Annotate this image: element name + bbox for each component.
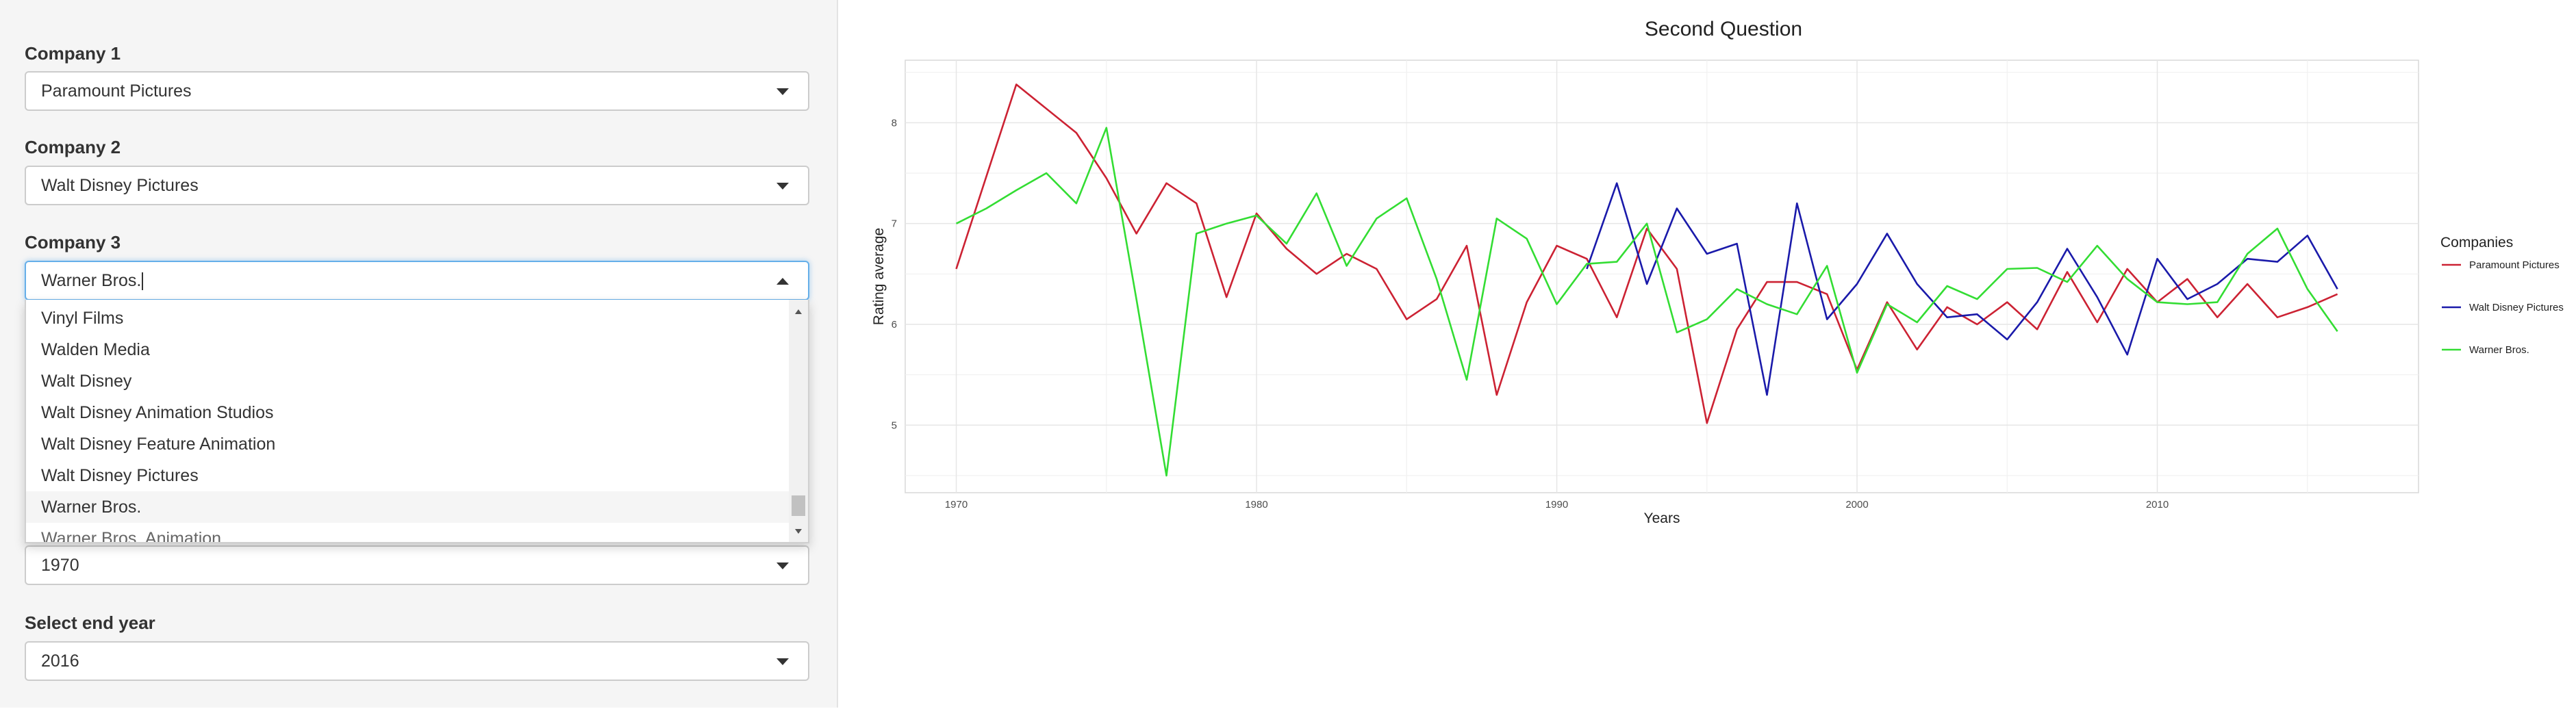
company3-dropdown-menu: Vinyl Films Walden Media Walt Disney Walt D… xyxy=(25,300,809,543)
company3-value: Warner Bros. xyxy=(41,271,142,290)
chevron-down-icon xyxy=(776,88,789,95)
series-line xyxy=(1586,182,2338,396)
company1-select[interactable]: Paramount Pictures xyxy=(25,71,809,111)
company2-value: Walt Disney Pictures xyxy=(41,176,199,195)
x-tick-label: 2000 xyxy=(1845,499,1868,510)
dropdown-option[interactable]: Vinyl Films xyxy=(41,309,124,328)
y-tick-label: 7 xyxy=(892,218,897,230)
dropdown-option[interactable]: Walt Disney xyxy=(41,372,132,391)
company3-select[interactable]: Warner Bros. xyxy=(25,261,809,300)
legend-label: Paramount Pictures xyxy=(2469,259,2560,271)
end-year-select[interactable]: 2016 xyxy=(25,641,809,681)
dropdown-option[interactable]: Warner Bros. xyxy=(26,491,792,523)
chevron-down-icon xyxy=(776,183,789,190)
end-year-label: Select end year xyxy=(25,612,155,633)
company1-value: Paramount Pictures xyxy=(41,81,192,101)
dropdown-option[interactable]: Walt Disney Pictures xyxy=(41,466,199,485)
sidebar-panel: Company 1 Paramount Pictures Company 2 W… xyxy=(0,0,838,708)
scrollbar-thumb[interactable] xyxy=(792,495,805,516)
text-cursor xyxy=(142,272,144,291)
legend: Paramount Pictures Walt Disney Pictures Wa… xyxy=(2442,259,2564,356)
y-tick-label: 8 xyxy=(892,117,897,129)
chevron-up-icon xyxy=(776,278,789,285)
legend-label: Warner Bros. xyxy=(2469,344,2529,356)
series-lines xyxy=(955,83,2338,477)
legend-title: Companies xyxy=(2440,235,2513,250)
dropdown-option[interactable]: Walt Disney Animation Studios xyxy=(41,403,274,422)
series-line xyxy=(955,127,2338,477)
company2-select[interactable]: Walt Disney Pictures xyxy=(25,166,809,205)
scroll-down-arrow-icon[interactable] xyxy=(795,529,802,534)
scroll-up-arrow-icon[interactable] xyxy=(795,309,802,314)
company2-label: Company 2 xyxy=(25,137,121,157)
x-tick-label: 1970 xyxy=(945,499,968,510)
company3-label: Company 3 xyxy=(25,232,121,253)
series-line xyxy=(955,83,2338,424)
y-tick-labels: 5 6 7 8 xyxy=(892,117,897,431)
dropdown-scrollbar[interactable] xyxy=(789,300,808,542)
y-axis-label: Rating average xyxy=(871,228,887,325)
y-tick-label: 6 xyxy=(892,319,897,331)
x-tick-label: 1980 xyxy=(1245,499,1267,510)
dropdown-option[interactable]: Walden Media xyxy=(41,340,150,359)
start-year-value: 1970 xyxy=(41,556,79,575)
x-tick-labels: 1970 1980 1990 2000 2010 xyxy=(945,499,2169,510)
end-year-value: 2016 xyxy=(41,651,79,671)
dropdown-option[interactable]: Warner Bros. Animation xyxy=(41,529,222,543)
chart-title: Second Question xyxy=(1645,18,1802,40)
chart-panel: Second Question 1970 1980 1990 2000 2010 5 6 7… xyxy=(837,0,2576,708)
chevron-down-icon xyxy=(776,563,789,569)
y-tick-label: 5 xyxy=(892,419,897,431)
x-axis-label: Years xyxy=(1644,510,1680,526)
dropdown-option[interactable]: Walt Disney Feature Animation xyxy=(41,435,276,454)
line-chart: Second Question 1970 1980 1990 2000 2010 5 6 7… xyxy=(871,18,2564,526)
x-tick-label: 1990 xyxy=(1545,499,1568,510)
start-year-select[interactable]: 1970 xyxy=(25,545,809,585)
x-tick-label: 2010 xyxy=(2146,499,2169,510)
chevron-down-icon xyxy=(776,658,789,665)
legend-label: Walt Disney Pictures xyxy=(2469,302,2564,313)
company1-label: Company 1 xyxy=(25,43,121,64)
